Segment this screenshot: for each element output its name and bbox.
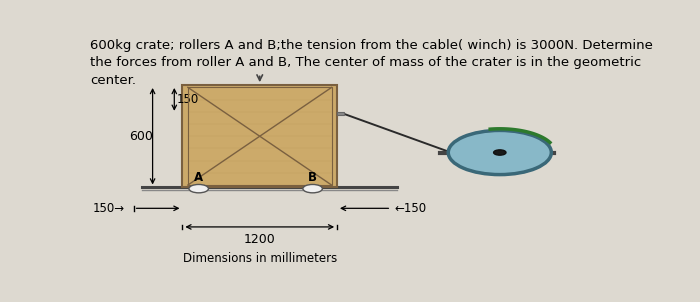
Text: 600kg crate; rollers A and B;the tension from the cable( winch) is 3000N. Determ: 600kg crate; rollers A and B;the tension… [90, 39, 653, 87]
Text: 1200: 1200 [244, 233, 276, 246]
Circle shape [303, 185, 323, 193]
Text: B: B [308, 171, 317, 184]
Text: Dimensions in millimeters: Dimensions in millimeters [183, 252, 337, 265]
Bar [183, 85, 337, 187]
Circle shape [189, 185, 209, 193]
Circle shape [494, 150, 506, 155]
Bar [337, 112, 344, 115]
Bar [188, 87, 332, 185]
Text: 600: 600 [129, 130, 153, 143]
Circle shape [448, 130, 552, 175]
Text: A: A [194, 171, 203, 184]
Text: 150→: 150→ [93, 202, 125, 215]
Text: ←150: ←150 [394, 202, 426, 215]
Text: 150: 150 [177, 93, 199, 106]
